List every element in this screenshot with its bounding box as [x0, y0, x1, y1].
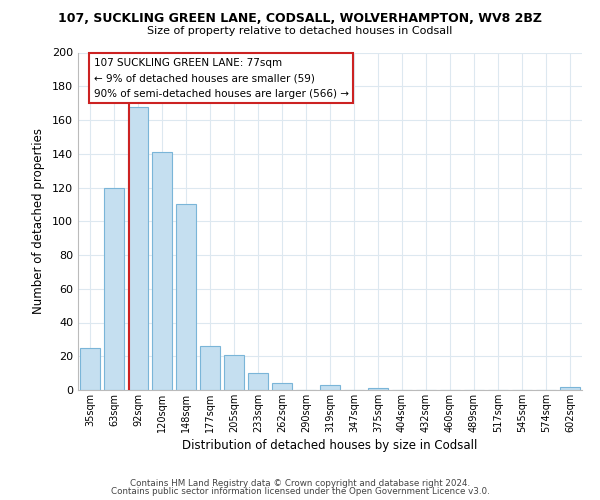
Text: 107 SUCKLING GREEN LANE: 77sqm
← 9% of detached houses are smaller (59)
90% of s: 107 SUCKLING GREEN LANE: 77sqm ← 9% of d…: [94, 58, 349, 99]
Bar: [200, 346, 220, 390]
Bar: [80, 348, 100, 390]
Text: Size of property relative to detached houses in Codsall: Size of property relative to detached ho…: [148, 26, 452, 36]
Bar: [224, 354, 244, 390]
Bar: [272, 383, 292, 390]
Bar: [104, 188, 124, 390]
Bar: [176, 204, 196, 390]
Bar: [368, 388, 388, 390]
Bar: [152, 152, 172, 390]
Text: 107, SUCKLING GREEN LANE, CODSALL, WOLVERHAMPTON, WV8 2BZ: 107, SUCKLING GREEN LANE, CODSALL, WOLVE…: [58, 12, 542, 26]
Bar: [560, 386, 580, 390]
Bar: [320, 385, 340, 390]
X-axis label: Distribution of detached houses by size in Codsall: Distribution of detached houses by size …: [182, 439, 478, 452]
Bar: [248, 373, 268, 390]
Text: Contains public sector information licensed under the Open Government Licence v3: Contains public sector information licen…: [110, 487, 490, 496]
Bar: [128, 106, 148, 390]
Y-axis label: Number of detached properties: Number of detached properties: [32, 128, 45, 314]
Text: Contains HM Land Registry data © Crown copyright and database right 2024.: Contains HM Land Registry data © Crown c…: [130, 478, 470, 488]
